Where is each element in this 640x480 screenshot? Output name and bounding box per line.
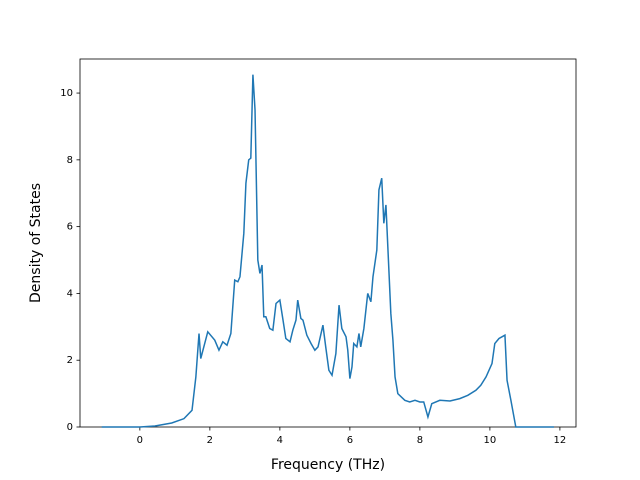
x-tick-label: 12 <box>554 435 567 446</box>
y-tick-label: 10 <box>60 88 73 99</box>
x-tick-label: 4 <box>277 435 283 446</box>
x-tick-label: 8 <box>417 435 423 446</box>
x-axis-label: Frequency (THz) <box>271 457 385 473</box>
x-tick-label: 0 <box>137 435 143 446</box>
y-tick-label: 8 <box>67 155 73 166</box>
y-tick-label: 0 <box>67 422 73 433</box>
y-tick-label: 4 <box>67 288 73 299</box>
x-tick-label: 6 <box>347 435 353 446</box>
x-tick-label: 2 <box>207 435 213 446</box>
dos-line <box>101 74 554 428</box>
plot-frame <box>79 58 577 428</box>
x-tick-label: 10 <box>484 435 497 446</box>
y-tick-label: 2 <box>67 355 73 366</box>
y-axis-label: Density of States <box>28 183 44 303</box>
y-tick-label: 6 <box>67 222 73 233</box>
